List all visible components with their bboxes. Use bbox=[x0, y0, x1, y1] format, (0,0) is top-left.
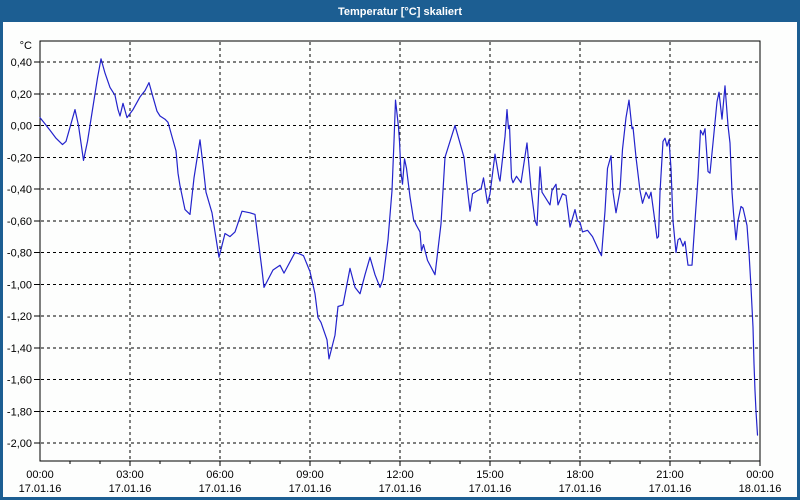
y-tick-label: -1,80 bbox=[7, 406, 32, 418]
x-tick-date-label: 18.01.16 bbox=[739, 483, 782, 495]
series-line-temperatur bbox=[39, 58, 759, 436]
y-tick-label: -0,80 bbox=[7, 248, 32, 260]
x-tick-date-label: 17.01.16 bbox=[199, 483, 242, 495]
y-tick-label: -2,00 bbox=[7, 438, 32, 450]
y-tick-label: -0,40 bbox=[7, 184, 32, 196]
x-tick-date-label: 17.01.16 bbox=[109, 483, 152, 495]
y-tick-label: -0,20 bbox=[7, 152, 32, 164]
x-tick-time-label: 06:00 bbox=[206, 469, 234, 481]
x-tick-date-label: 17.01.16 bbox=[379, 483, 422, 495]
x-tick-time-label: 18:00 bbox=[566, 469, 594, 481]
y-axis-unit-label: °C bbox=[20, 40, 32, 52]
x-tick-date-label: 17.01.16 bbox=[469, 483, 512, 495]
x-tick-date-label: 17.01.16 bbox=[289, 483, 332, 495]
y-tick-label: -1,60 bbox=[7, 375, 32, 387]
temperature-chart: 0,40 0,20 0,00 -0,20 -0,40 -0,60 -0,80 -1,00 -1,… bbox=[7, 40, 782, 495]
x-tick-time-label: 00:00 bbox=[26, 469, 54, 481]
x-tick-time-label: 00:00 bbox=[746, 469, 774, 481]
y-tick-label: 0,40 bbox=[11, 57, 32, 69]
chart-area: 0,40 0,20 0,00 -0,20 -0,40 -0,60 -0,80 -1,00 -1,… bbox=[3, 22, 797, 497]
y-tick-label: 0,20 bbox=[11, 89, 32, 101]
y-tick-label: -0,60 bbox=[7, 216, 32, 228]
window-title: Temperatur [°C] skaliert bbox=[337, 6, 462, 18]
x-tick-date-label: 17.01.16 bbox=[649, 483, 692, 495]
y-tick-label: -1,20 bbox=[7, 311, 32, 323]
y-tick-label: -1,40 bbox=[7, 343, 32, 355]
y-tick-label: -1,00 bbox=[7, 279, 32, 291]
x-tick-time-label: 03:00 bbox=[116, 469, 144, 481]
window-titlebar[interactable]: Temperatur [°C] skaliert bbox=[3, 3, 797, 22]
x-tick-time-label: 09:00 bbox=[296, 469, 324, 481]
x-tick-date-label: 17.01.16 bbox=[19, 483, 62, 495]
x-tick-time-label: 12:00 bbox=[386, 469, 414, 481]
plot-frame bbox=[39, 40, 761, 462]
y-tick-label: 0,00 bbox=[11, 121, 32, 133]
x-tick-time-label: 15:00 bbox=[476, 469, 504, 481]
x-tick-date-label: 17.01.16 bbox=[559, 483, 602, 495]
x-tick-time-label: 21:00 bbox=[656, 469, 684, 481]
